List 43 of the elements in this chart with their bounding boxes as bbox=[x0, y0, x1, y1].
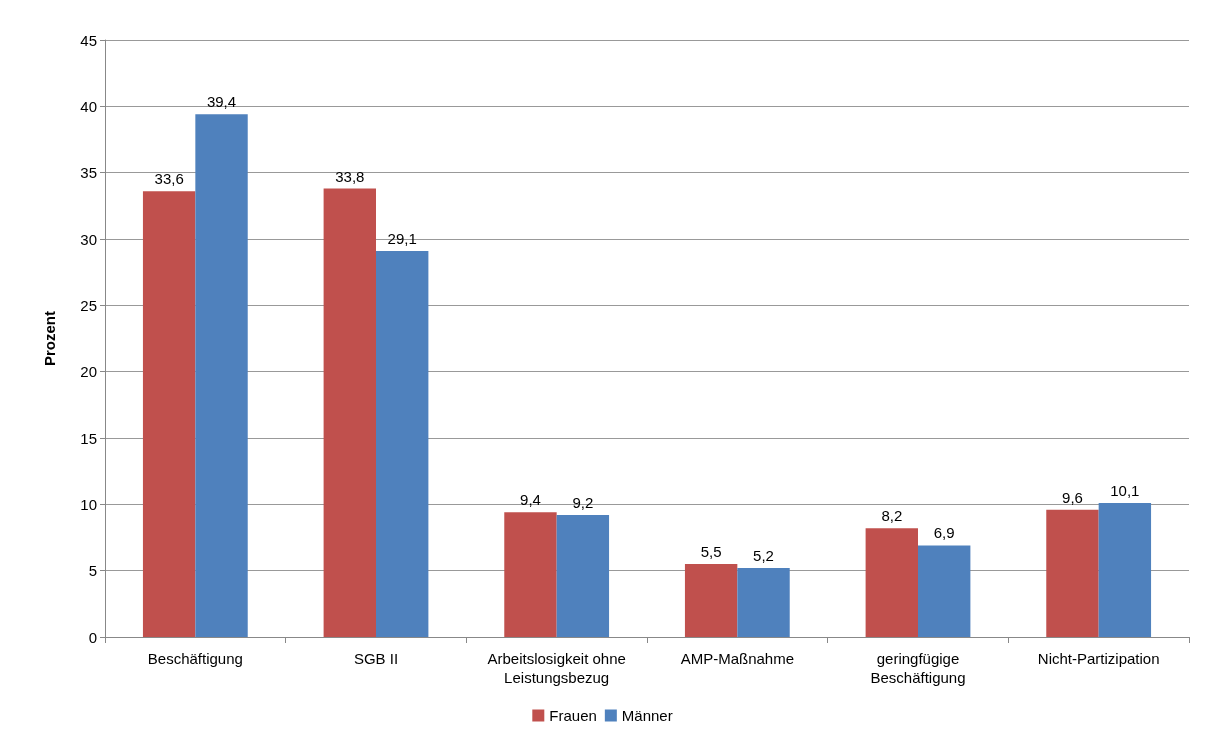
bar bbox=[556, 514, 610, 637]
bar bbox=[142, 191, 196, 637]
data-label: 9,6 bbox=[1062, 488, 1083, 506]
bar bbox=[865, 528, 918, 637]
x-tick-label: AMP-Maßnahme bbox=[680, 650, 795, 667]
data-label: 6,9 bbox=[933, 524, 955, 542]
y-tick-label: 10 bbox=[80, 495, 97, 513]
bar bbox=[1046, 509, 1099, 637]
data-label: 8,2 bbox=[881, 507, 903, 525]
data-label: 5,5 bbox=[700, 543, 722, 561]
bar bbox=[376, 250, 429, 637]
x-tick-label: geringfügige Beschäftigung bbox=[870, 650, 966, 686]
legend-label: Frauen bbox=[549, 707, 597, 724]
data-label: 5,2 bbox=[753, 547, 774, 565]
y-tick-label: 35 bbox=[80, 164, 97, 182]
x-tick-label: Beschäftigung bbox=[147, 650, 243, 667]
bar bbox=[323, 188, 376, 637]
data-label: 9,4 bbox=[520, 491, 541, 509]
y-tick-label: 25 bbox=[80, 296, 97, 314]
y-tick-label: 5 bbox=[88, 562, 97, 580]
x-tick-label: Nicht-Partizipation bbox=[1037, 650, 1160, 667]
y-axis-title: Prozent bbox=[41, 310, 58, 367]
y-tick-label: 15 bbox=[80, 429, 97, 447]
data-label: 9,2 bbox=[572, 493, 594, 511]
bar bbox=[684, 564, 738, 637]
y-tick-label: 30 bbox=[80, 230, 97, 248]
data-label: 33,8 bbox=[335, 167, 365, 185]
data-label: 10,1 bbox=[1110, 482, 1140, 500]
bar bbox=[1098, 503, 1152, 637]
data-label: 33,6 bbox=[154, 170, 184, 188]
data-label: 39,4 bbox=[206, 93, 237, 111]
bar bbox=[195, 114, 248, 637]
bar bbox=[737, 568, 790, 637]
y-tick-label: 40 bbox=[80, 97, 97, 115]
bar bbox=[918, 545, 971, 637]
data-label: 29,1 bbox=[387, 229, 417, 247]
y-tick-label: 45 bbox=[80, 31, 97, 49]
legend-label: Männer bbox=[621, 707, 673, 724]
x-tick-label: SGB II bbox=[353, 650, 399, 667]
x-tick-label: Arbeitslosigkeit ohne Leistungsbezug bbox=[487, 650, 626, 686]
bar bbox=[504, 512, 557, 637]
y-tick-label: 20 bbox=[80, 363, 97, 381]
y-tick-label: 0 bbox=[88, 628, 97, 646]
